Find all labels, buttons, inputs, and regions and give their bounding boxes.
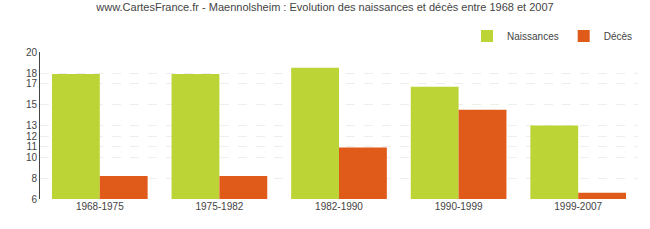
- svg-text:6: 6: [31, 194, 37, 205]
- svg-text:Décès: Décès: [604, 31, 632, 42]
- svg-text:11: 11: [27, 141, 38, 152]
- svg-text:8: 8: [31, 173, 37, 184]
- svg-text:17: 17: [26, 78, 38, 89]
- svg-text:1968-1975: 1968-1975: [76, 201, 124, 212]
- svg-text:1975-1982: 1975-1982: [195, 201, 243, 212]
- svg-text:15: 15: [26, 99, 38, 110]
- svg-text:1999-2007: 1999-2007: [554, 201, 602, 212]
- svg-text:www.CartesFrance.fr - Maennols: www.CartesFrance.fr - Maennolsheim : Evo…: [95, 1, 553, 13]
- svg-text:12: 12: [26, 131, 38, 142]
- svg-text:18: 18: [26, 68, 38, 79]
- svg-text:13: 13: [26, 120, 38, 131]
- svg-text:Naissances: Naissances: [507, 31, 559, 42]
- svg-text:1990-1999: 1990-1999: [435, 201, 483, 212]
- svg-text:1982-1990: 1982-1990: [315, 201, 363, 212]
- svg-text:10: 10: [26, 152, 38, 163]
- svg-text:20: 20: [26, 47, 38, 58]
